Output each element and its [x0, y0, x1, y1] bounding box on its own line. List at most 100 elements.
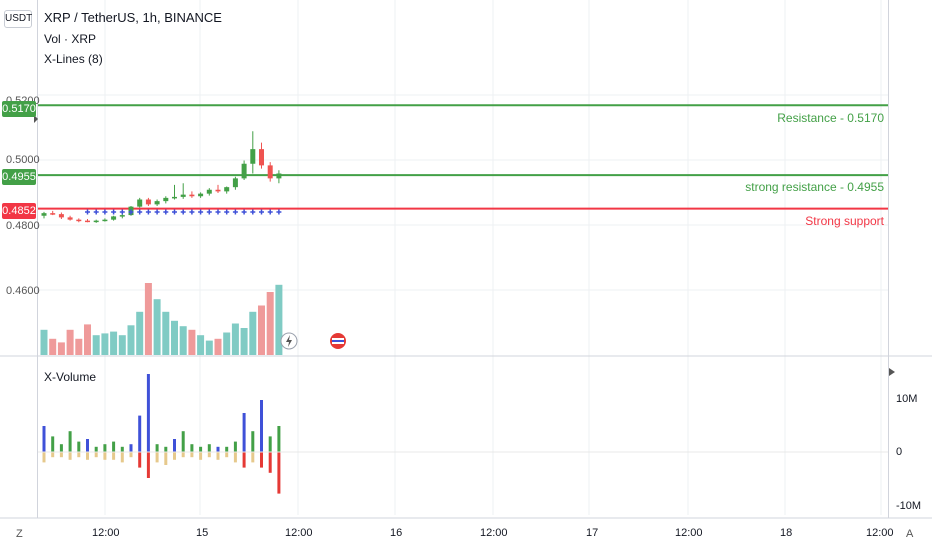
- candle-body: [111, 216, 117, 220]
- xvolume-negative-bar: [86, 452, 89, 460]
- xvolume-negative-bar: [94, 452, 98, 458]
- volume-bar: [179, 326, 187, 355]
- volume-bar: [197, 335, 205, 355]
- xvolume-positive-bar: [77, 441, 81, 452]
- xlines-marker: [206, 209, 212, 215]
- price-arrow-icon: [34, 115, 38, 123]
- xvolume-negative-bar: [181, 452, 185, 458]
- xvolume-tick-10m: 10M: [896, 393, 918, 405]
- candle-body: [172, 196, 177, 199]
- xvolume-positive-bar: [138, 415, 142, 452]
- xlines-marker: [163, 209, 169, 215]
- candle-body: [145, 199, 151, 205]
- xvolume-negative-bar: [242, 452, 246, 468]
- candle-body: [102, 219, 108, 222]
- zoom-button[interactable]: Z: [16, 528, 23, 540]
- xvolume-positive-bar: [129, 444, 133, 452]
- xlines-marker: [119, 209, 125, 215]
- xvolume-negative-bar: [112, 452, 116, 460]
- candle-body: [198, 193, 204, 197]
- xvolume-negative-bar: [120, 452, 124, 463]
- volume-bar: [223, 332, 231, 355]
- candle-body: [76, 219, 82, 222]
- volume-bar: [266, 292, 274, 355]
- xvolume-negative-bar: [146, 452, 150, 478]
- candle-body: [41, 213, 47, 216]
- time-tick: 12:00: [92, 527, 120, 539]
- xlines-marker: [276, 209, 282, 215]
- candle-body: [119, 215, 125, 217]
- candle-body: [241, 163, 247, 179]
- resistance-line-label: Resistance - 0.5170: [777, 111, 884, 125]
- xvolume-negative-bar: [207, 452, 211, 458]
- volume-bar: [84, 324, 91, 355]
- xvolume-positive-bar: [59, 444, 63, 452]
- time-tick: 15: [196, 527, 209, 539]
- symbol-title[interactable]: XRP / TetherUS, 1h, BINANCE: [44, 10, 222, 25]
- xvolume-positive-bar: [225, 446, 229, 452]
- lightning-event-icon: [286, 335, 292, 347]
- collapse-arrow-icon: [889, 368, 895, 376]
- strong-resistance-line-label: strong resistance - 0.4955: [745, 180, 884, 194]
- xvolume-tick-neg10m: -10M: [896, 500, 922, 512]
- xvolume-negative-bar: [42, 452, 46, 463]
- candle-body: [50, 213, 56, 215]
- volume-bar: [49, 338, 57, 355]
- candle-body: [85, 220, 90, 223]
- price-tick-0.4800: 0.4800: [6, 220, 40, 232]
- xvolume-positive-bar: [251, 431, 255, 452]
- xvolume-positive-bar: [155, 444, 159, 452]
- price-marker-resistance: 0.5170: [2, 101, 36, 117]
- xvolume-positive-bar: [199, 446, 203, 452]
- candle-body: [206, 189, 212, 194]
- currency-badge[interactable]: USDT: [4, 10, 32, 28]
- xlines-marker: [145, 209, 151, 215]
- us-flag-event-icon: [332, 340, 344, 342]
- volume-bar: [57, 342, 65, 355]
- candle-body: [250, 149, 256, 164]
- xvolume-positive-bar: [51, 436, 55, 452]
- indicator-volume[interactable]: Vol · XRP: [44, 32, 97, 46]
- xvolume-negative-bar: [199, 452, 203, 460]
- candle-body: [154, 201, 160, 205]
- xvolume-negative-bar: [225, 452, 229, 458]
- indicator-xlines[interactable]: X-Lines (8): [44, 52, 103, 66]
- volume-bar: [231, 323, 239, 355]
- candle-body: [224, 187, 230, 192]
- time-tick: 12:00: [675, 527, 703, 539]
- xlines-marker: [189, 209, 195, 215]
- xvolume-negative-bar: [129, 452, 133, 458]
- xlines-marker: [172, 209, 177, 215]
- xvolume-negative-bar: [233, 452, 237, 463]
- xvolume-positive-bar: [120, 446, 124, 452]
- xvolume-panel-title[interactable]: X-Volume: [44, 370, 97, 384]
- time-tick: 12:00: [285, 527, 313, 539]
- volume-bar: [40, 329, 48, 355]
- time-tick: 16: [390, 527, 403, 539]
- volume-bar: [75, 338, 83, 355]
- xvolume-negative-bar: [77, 452, 81, 458]
- xlines-marker: [111, 209, 117, 215]
- auto-scale-button[interactable]: A: [906, 528, 914, 540]
- xvolume-positive-bar: [242, 413, 246, 452]
- xvolume-negative-bar: [251, 452, 255, 463]
- xvolume-positive-bar: [42, 426, 46, 452]
- price-tick-0.4600: 0.4600: [6, 285, 40, 297]
- xvolume-positive-bar: [173, 439, 176, 452]
- time-tick: 18: [780, 527, 793, 539]
- xvolume-positive-bar: [146, 374, 150, 452]
- xvolume-negative-bar: [268, 452, 272, 473]
- time-tick: 17: [586, 527, 599, 539]
- candle-body: [137, 199, 143, 207]
- xvolume-negative-bar: [277, 452, 281, 494]
- candle-body: [58, 214, 64, 218]
- xvolume-positive-bar: [207, 444, 211, 452]
- xvolume-tick-0: 0: [896, 446, 903, 458]
- xvolume-positive-bar: [233, 441, 237, 452]
- xvolume-positive-bar: [164, 446, 168, 452]
- xvolume-negative-bar: [260, 452, 263, 468]
- xvolume-negative-bar: [190, 452, 194, 458]
- xlines-marker: [128, 209, 134, 215]
- xvolume-positive-bar: [94, 446, 98, 452]
